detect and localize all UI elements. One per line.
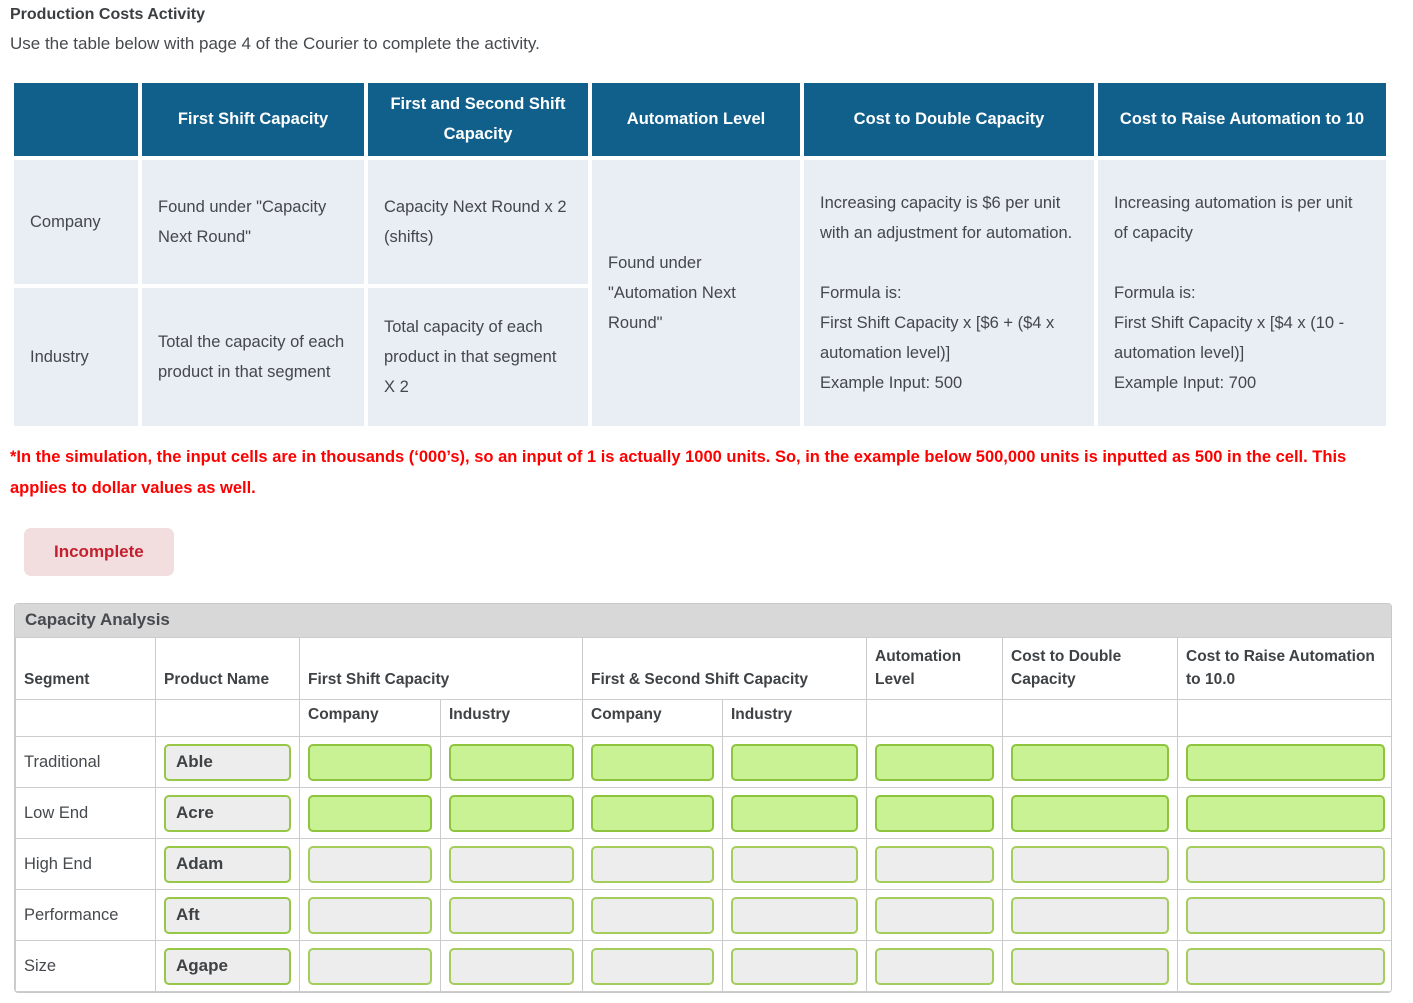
input-first-second-shift-industry[interactable] [731,794,859,832]
input-first-second-shift-company[interactable] [591,845,714,883]
input-first-second-shift-company[interactable] [591,896,714,934]
ref-company-label: Company [14,160,138,284]
ref-company-first-shift: Found under "Capacity Next Round" [142,160,364,284]
product-name-field[interactable] [164,845,291,883]
capacity-subheader-row: Company Industry Company Industry [15,699,1391,738]
segment-label: Performance [15,889,156,942]
input-automation-level[interactable] [875,896,995,934]
subheader-fs-company: Company [299,699,441,738]
input-first-shift-company[interactable] [308,896,432,934]
input-automation-level[interactable] [875,743,995,781]
input-first-second-shift-company[interactable] [591,743,714,781]
col-header-first-second-shift-capacity: First & Second Shift Capacity [581,637,868,701]
col-header-cost-raise: Cost to Raise Automation to 10.0 [1177,637,1391,701]
input-automation-level[interactable] [875,947,995,985]
input-first-shift-industry[interactable] [449,896,574,934]
col-header-product-name: Product Name [155,637,300,701]
subheader-fs-industry: Industry [440,699,583,738]
input-cost-raise-automation[interactable] [1186,947,1386,985]
capacity-analysis-panel: Capacity Analysis Segment Product Name F… [14,603,1392,994]
table-row-traditional: Traditional [15,736,1391,789]
input-automation-level[interactable] [875,845,995,883]
input-first-shift-company[interactable] [308,845,432,883]
reference-table-header-row: First Shift Capacity First and Second Sh… [14,83,1386,156]
subheader-blank-cost-double [1002,699,1179,738]
segment-label: Size [15,940,156,993]
subheader-fss-company: Company [582,699,723,738]
thousands-note: *In the simulation, the input cells are … [10,448,1347,497]
subheader-blank-cost-raise [1177,699,1391,738]
ref-cost-raise-cell: Increasing automation is per unit of cap… [1098,160,1386,426]
ref-header-automation-level: Automation Level [592,83,800,156]
capacity-analysis-title: Capacity Analysis [15,604,1391,638]
col-header-segment: Segment [15,637,156,701]
status-badge: Incomplete [24,528,174,577]
capacity-header-row: Segment Product Name First Shift Capacit… [15,637,1391,701]
input-cost-raise-automation[interactable] [1186,896,1386,934]
input-cost-double-capacity[interactable] [1011,947,1170,985]
input-cost-raise-automation[interactable] [1186,743,1386,781]
col-header-automation-level: Automation Level [866,637,1004,701]
ref-header-first-shift: First Shift Capacity [142,83,364,156]
input-cost-raise-automation[interactable] [1186,845,1386,883]
ref-cost-double-cell: Increasing capacity is $6 per unit with … [804,160,1094,426]
input-automation-level[interactable] [875,794,995,832]
page-title: Production Costs Activity [10,6,205,23]
col-header-cost-double: Cost to Double Capacity [1002,637,1179,701]
input-first-shift-industry[interactable] [449,794,574,832]
input-first-second-shift-company[interactable] [591,794,714,832]
input-cost-double-capacity[interactable] [1011,845,1170,883]
input-first-shift-industry[interactable] [449,743,574,781]
input-first-second-shift-industry[interactable] [731,743,859,781]
input-first-shift-industry[interactable] [449,845,574,883]
input-first-shift-company[interactable] [308,743,432,781]
instructions-text: Use the table below with page 4 of the C… [10,34,540,53]
product-name-field[interactable] [164,896,291,934]
ref-header-corner [14,83,138,156]
subheader-fss-industry: Industry [721,699,868,738]
product-name-field[interactable] [164,794,291,832]
input-cost-double-capacity[interactable] [1011,743,1170,781]
table-row-size: Size [15,940,1391,993]
col-header-first-shift-capacity: First Shift Capacity [299,637,583,701]
ref-header-cost-raise: Cost to Raise Automation to 10 [1098,83,1386,156]
input-cost-double-capacity[interactable] [1011,896,1170,934]
segment-label: Traditional [15,736,156,789]
subheader-blank-automation [866,699,1004,738]
input-first-second-shift-company[interactable] [591,947,714,985]
table-row-low-end: Low End [15,787,1391,840]
input-first-shift-company[interactable] [308,794,432,832]
segment-label: High End [15,838,156,891]
segment-label: Low End [15,787,156,840]
product-name-field[interactable] [164,947,291,985]
reference-row-industry: Industry Total the capacity of each prod… [14,288,1386,426]
ref-industry-label: Industry [14,288,138,426]
input-first-second-shift-industry[interactable] [731,947,859,985]
product-name-field[interactable] [164,743,291,781]
ref-industry-first-shift: Total the capacity of each product in th… [142,288,364,426]
ref-industry-first-second-shift: Total capacity of each product in that s… [368,288,588,426]
ref-company-first-second-shift: Capacity Next Round x 2 (shifts) [368,160,588,284]
reference-row-company: Company Found under "Capacity Next Round… [14,160,1386,426]
capacity-analysis-table: Segment Product Name First Shift Capacit… [15,637,1391,993]
ref-automation-level-cell: Found under "Automation Next Round" [592,160,800,426]
input-first-shift-industry[interactable] [449,947,574,985]
subheader-blank-product [155,699,300,738]
input-first-shift-company[interactable] [308,947,432,985]
table-row-performance: Performance [15,889,1391,942]
input-first-second-shift-industry[interactable] [731,896,859,934]
input-cost-double-capacity[interactable] [1011,794,1170,832]
input-cost-raise-automation[interactable] [1186,794,1386,832]
table-row-high-end: High End [15,838,1391,891]
subheader-blank-segment [15,699,156,738]
ref-header-first-second-shift: First and Second Shift Capacity [368,83,588,156]
input-first-second-shift-industry[interactable] [731,845,859,883]
ref-header-cost-double: Cost to Double Capacity [804,83,1094,156]
reference-table: First Shift Capacity First and Second Sh… [10,79,1390,430]
